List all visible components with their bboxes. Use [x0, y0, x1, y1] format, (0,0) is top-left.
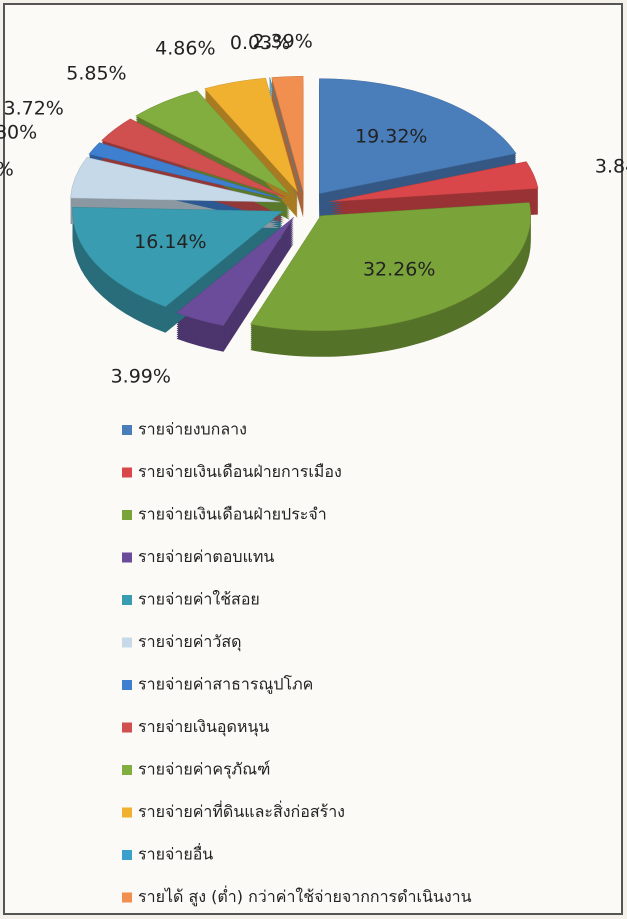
data-label: 19.32% [355, 125, 427, 147]
data-label: 3.99% [111, 365, 171, 387]
data-label: 16.14% [134, 231, 206, 253]
legend-swatch [122, 850, 132, 860]
legend-label: รายจ่ายเงินอุดหนุน [138, 717, 269, 737]
frame [3, 3, 623, 915]
slice [88, 142, 283, 200]
legend-swatch [122, 552, 132, 563]
data-label: 3.84% [595, 155, 627, 177]
legend-swatch [122, 680, 132, 690]
slice [176, 217, 294, 326]
data-label: 4.86% [155, 38, 215, 60]
legend-swatch [122, 807, 132, 818]
legend-label: รายจ่ายเงินเดือนฝ่ายประจำ [138, 505, 327, 524]
legend-label: รายจ่ายค่าสาธารณูปโภค [138, 675, 313, 695]
slice [329, 161, 539, 203]
legend-swatch [122, 765, 132, 775]
data-label: 5.79% [0, 158, 14, 180]
legend-swatch [122, 425, 132, 435]
legend-label: รายจ่ายงบกลาง [138, 420, 247, 439]
legend-label: รายจ่ายเงินเดือนฝ่ายการเมือง [138, 462, 342, 481]
data-label: 1.80% [0, 122, 37, 144]
slice [271, 75, 304, 192]
slice [319, 78, 517, 194]
data-label: 0.03% [230, 32, 290, 54]
legend-swatch [122, 595, 132, 605]
legend-swatch [122, 510, 132, 520]
legend-label: รายจ่ายค่าที่ดินและสิ่งก่อสร้าง [138, 800, 345, 821]
slice [250, 202, 531, 332]
legend-label: รายได้ สูง (ต่ำ) กว่าค่าใช้จ่ายจากการดำเ… [138, 885, 472, 907]
slice [204, 77, 298, 193]
legend-label: รายจ่ายค่าตอบแทน [138, 547, 274, 566]
legend-label: รายจ่ายอื่น [138, 843, 213, 864]
legend-swatch [122, 892, 132, 903]
legend-swatch [122, 467, 132, 478]
slice [135, 90, 291, 195]
legend-swatch [122, 722, 132, 733]
slice [269, 77, 302, 192]
data-label: 3.72% [3, 97, 63, 119]
data-label: 2.39% [252, 31, 312, 53]
data-label: 5.85% [66, 63, 126, 85]
slice [70, 157, 281, 203]
slice [101, 118, 285, 198]
legend-label: รายจ่ายค่าครุภัณฑ์ [138, 760, 270, 780]
slice [72, 206, 284, 308]
data-label: 32.26% [363, 258, 435, 280]
legend-label: รายจ่ายค่าวัสดุ [138, 632, 242, 652]
legend-swatch [122, 637, 132, 648]
legend-label: รายจ่ายค่าใช้สอย [138, 590, 260, 609]
